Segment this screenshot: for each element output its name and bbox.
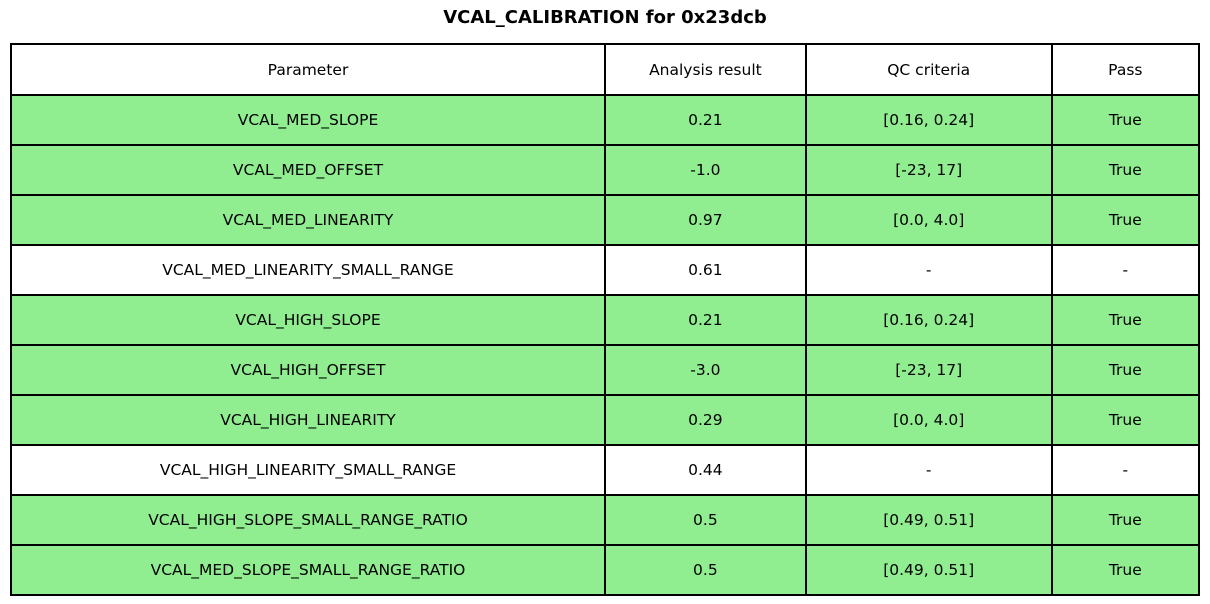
table-row: VCAL_MED_SLOPE 0.21 [0.16, 0.24] True xyxy=(10,94,1201,146)
qc-criteria-cell: [0.0, 4.0] xyxy=(804,394,1053,446)
parameter-cell: VCAL_MED_LINEARITY xyxy=(10,194,606,246)
table-header: Parameter Analysis result QC criteria Pa… xyxy=(10,43,1201,96)
table-row: VCAL_HIGH_LINEARITY_SMALL_RANGE 0.44 - - xyxy=(10,444,1201,496)
qc-criteria-cell: - xyxy=(804,244,1053,296)
qc-criteria-cell: [0.16, 0.24] xyxy=(804,94,1053,146)
qc-criteria-cell: [0.16, 0.24] xyxy=(804,294,1053,346)
pass-cell: - xyxy=(1050,444,1201,496)
table-row: VCAL_MED_LINEARITY 0.97 [0.0, 4.0] True xyxy=(10,194,1201,246)
pass-cell: True xyxy=(1050,394,1201,446)
qc-criteria-cell: [-23, 17] xyxy=(804,144,1053,196)
parameter-cell: VCAL_MED_OFFSET xyxy=(10,144,606,196)
table-row: VCAL_HIGH_LINEARITY 0.29 [0.0, 4.0] True xyxy=(10,394,1201,446)
analysis-result-cell: 0.5 xyxy=(604,544,807,596)
parameter-cell: VCAL_HIGH_SLOPE xyxy=(10,294,606,346)
table-row: VCAL_MED_LINEARITY_SMALL_RANGE 0.61 - - xyxy=(10,244,1201,296)
table-row: VCAL_HIGH_OFFSET -3.0 [-23, 17] True xyxy=(10,344,1201,396)
parameter-cell: VCAL_HIGH_LINEARITY xyxy=(10,394,606,446)
table-body: VCAL_MED_SLOPE 0.21 [0.16, 0.24] True VC… xyxy=(10,94,1201,596)
parameter-cell: VCAL_MED_LINEARITY_SMALL_RANGE xyxy=(10,244,606,296)
analysis-result-cell: 0.29 xyxy=(604,394,807,446)
analysis-result-cell: 0.21 xyxy=(604,294,807,346)
parameter-cell: VCAL_HIGH_SLOPE_SMALL_RANGE_RATIO xyxy=(10,494,606,546)
pass-cell: True xyxy=(1050,494,1201,546)
parameter-cell: VCAL_MED_SLOPE_SMALL_RANGE_RATIO xyxy=(10,544,606,596)
pass-cell: True xyxy=(1050,344,1201,396)
table-row: VCAL_MED_SLOPE_SMALL_RANGE_RATIO 0.5 [0.… xyxy=(10,544,1201,596)
column-header-qc-criteria: QC criteria xyxy=(804,43,1053,96)
pass-cell: True xyxy=(1050,544,1201,596)
column-header-analysis-result: Analysis result xyxy=(604,43,807,96)
analysis-result-cell: 0.5 xyxy=(604,494,807,546)
pass-cell: True xyxy=(1050,294,1201,346)
qc-criteria-cell: [0.0, 4.0] xyxy=(804,194,1053,246)
qc-results-table: Parameter Analysis result QC criteria Pa… xyxy=(10,43,1201,596)
table-header-row: Parameter Analysis result QC criteria Pa… xyxy=(10,43,1201,96)
analysis-result-cell: -1.0 xyxy=(604,144,807,196)
qc-criteria-cell: [0.49, 0.51] xyxy=(804,494,1053,546)
table-row: VCAL_HIGH_SLOPE_SMALL_RANGE_RATIO 0.5 [0… xyxy=(10,494,1201,546)
qc-criteria-cell: - xyxy=(804,444,1053,496)
analysis-result-cell: 0.21 xyxy=(604,94,807,146)
column-header-parameter: Parameter xyxy=(10,43,606,96)
analysis-result-cell: 0.97 xyxy=(604,194,807,246)
analysis-result-cell: -3.0 xyxy=(604,344,807,396)
parameter-cell: VCAL_HIGH_LINEARITY_SMALL_RANGE xyxy=(10,444,606,496)
qc-criteria-cell: [0.49, 0.51] xyxy=(804,544,1053,596)
table-row: VCAL_HIGH_SLOPE 0.21 [0.16, 0.24] True xyxy=(10,294,1201,346)
qc-criteria-cell: [-23, 17] xyxy=(804,344,1053,396)
analysis-result-cell: 0.61 xyxy=(604,244,807,296)
parameter-cell: VCAL_HIGH_OFFSET xyxy=(10,344,606,396)
pass-cell: True xyxy=(1050,194,1201,246)
table-row: VCAL_MED_OFFSET -1.0 [-23, 17] True xyxy=(10,144,1201,196)
analysis-result-cell: 0.44 xyxy=(604,444,807,496)
pass-cell: True xyxy=(1050,144,1201,196)
column-header-pass: Pass xyxy=(1050,43,1201,96)
pass-cell: True xyxy=(1050,94,1201,146)
parameter-cell: VCAL_MED_SLOPE xyxy=(10,94,606,146)
page-title: VCAL_CALIBRATION for 0x23dcb xyxy=(443,7,767,28)
pass-cell: - xyxy=(1050,244,1201,296)
